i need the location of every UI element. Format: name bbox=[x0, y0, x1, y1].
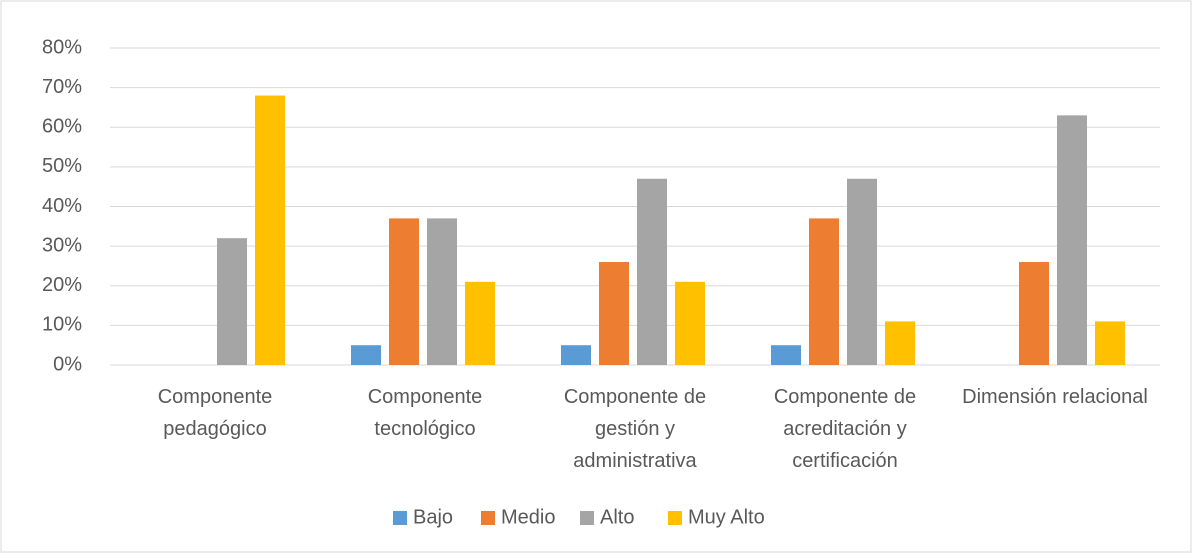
y-tick-label: 30% bbox=[42, 234, 82, 256]
bar bbox=[885, 321, 915, 365]
legend-swatch bbox=[668, 511, 682, 525]
y-tick-label: 0% bbox=[53, 353, 82, 375]
y-tick-label: 20% bbox=[42, 274, 82, 296]
legend-swatch bbox=[481, 511, 495, 525]
x-tick-label: Componente de gestión y administrativa bbox=[563, 386, 707, 472]
bar bbox=[1057, 115, 1087, 365]
x-tick-label: Dimensión relacional bbox=[962, 386, 1148, 408]
bar bbox=[637, 178, 667, 365]
bar bbox=[427, 218, 457, 365]
y-tick-label: 70% bbox=[42, 76, 82, 98]
y-tick-label: 60% bbox=[42, 116, 82, 138]
bar bbox=[255, 95, 285, 366]
y-tick-label: 10% bbox=[42, 314, 82, 336]
bar bbox=[1019, 261, 1049, 365]
bar bbox=[1095, 321, 1125, 365]
legend-swatch bbox=[393, 511, 407, 525]
bar bbox=[351, 345, 381, 365]
y-tick-label: 50% bbox=[42, 155, 82, 177]
bar bbox=[771, 345, 801, 365]
bar bbox=[389, 218, 419, 365]
legend-label: Muy Alto bbox=[688, 506, 765, 528]
bar bbox=[675, 281, 705, 365]
y-tick-label: 40% bbox=[42, 195, 82, 217]
legend-label: Bajo bbox=[413, 506, 453, 528]
bar bbox=[465, 281, 495, 365]
bar bbox=[809, 218, 839, 365]
x-tick-label: Componente tecnológico bbox=[367, 386, 483, 440]
bar bbox=[599, 261, 629, 365]
legend-label: Alto bbox=[600, 506, 634, 528]
legend-swatch bbox=[580, 511, 594, 525]
y-tick-label: 80% bbox=[42, 36, 82, 58]
bar bbox=[847, 178, 877, 365]
bar bbox=[561, 345, 591, 365]
x-tick-label: Componente pedagógico bbox=[157, 386, 273, 440]
legend-label: Medio bbox=[501, 506, 555, 528]
bar bbox=[217, 238, 247, 365]
x-tick-label: Componente de acreditación y certificaci… bbox=[773, 386, 917, 472]
